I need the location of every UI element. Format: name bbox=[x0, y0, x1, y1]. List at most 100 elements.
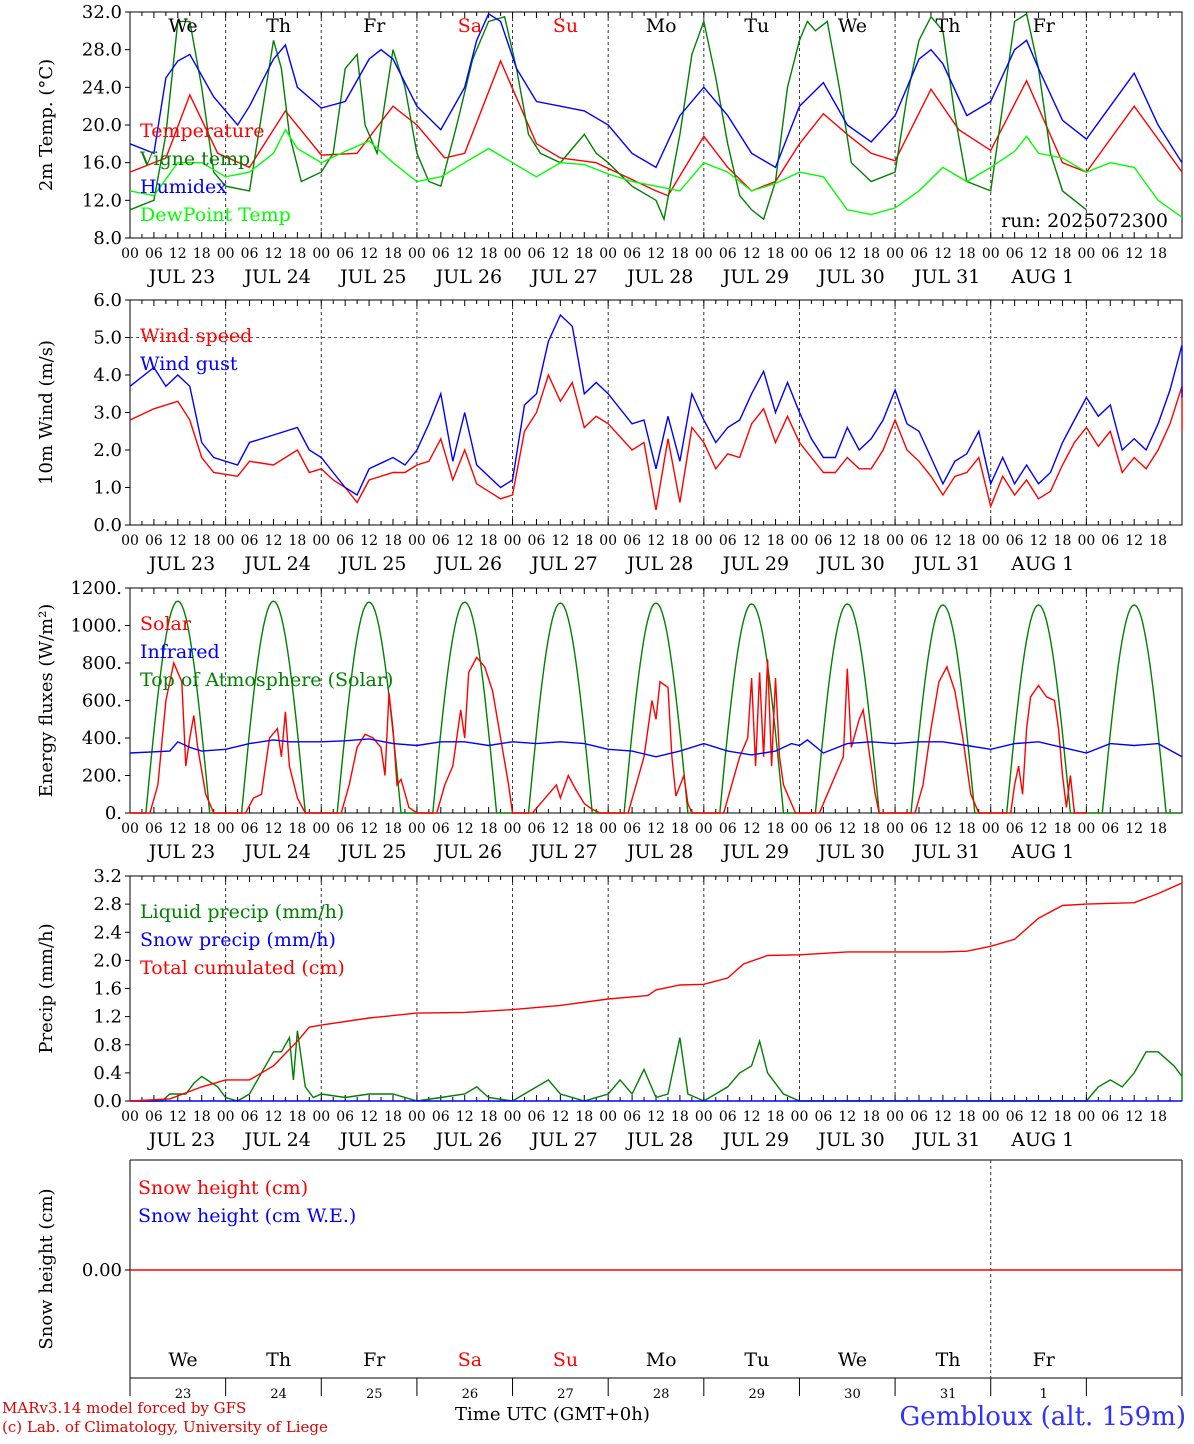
hour-tick-label: 00 bbox=[121, 1109, 139, 1125]
legend-temperature: Temperature bbox=[140, 120, 264, 142]
hour-tick-label: 06 bbox=[336, 246, 354, 262]
y-tick-label: 200. bbox=[82, 766, 122, 787]
day-number-label: 26 bbox=[462, 1387, 479, 1402]
weekday-label: Th bbox=[936, 15, 961, 37]
y-tick-label: 0.0 bbox=[93, 515, 122, 536]
date-label: JUL 30 bbox=[816, 1129, 884, 1151]
weekday-label: Th bbox=[266, 1349, 291, 1371]
hour-tick-label: 12 bbox=[838, 246, 856, 262]
hour-tick-label: 12 bbox=[265, 821, 283, 837]
hour-tick-label: 18 bbox=[1149, 821, 1167, 837]
hour-tick-label: 18 bbox=[575, 533, 593, 549]
hour-tick-label: 00 bbox=[1077, 1109, 1095, 1125]
hour-tick-label: 18 bbox=[862, 533, 880, 549]
hour-tick-label: 06 bbox=[145, 1109, 163, 1125]
y-axis-label: Snow height (cm) bbox=[36, 1188, 57, 1349]
weekday-label: Su bbox=[553, 1349, 578, 1371]
date-label: JUL 26 bbox=[434, 553, 502, 575]
y-axis-label: 2m Temp. (°C) bbox=[36, 59, 57, 191]
weekday-label: Fr bbox=[1033, 15, 1056, 37]
hour-tick-label: 00 bbox=[1077, 821, 1095, 837]
hour-tick-label: 18 bbox=[1149, 1109, 1167, 1125]
hour-tick-label: 18 bbox=[384, 821, 402, 837]
hour-tick-label: 00 bbox=[121, 821, 139, 837]
hour-tick-label: 18 bbox=[384, 246, 402, 262]
hour-tick-label: 06 bbox=[910, 246, 928, 262]
y-tick-label: 800. bbox=[82, 653, 122, 674]
hour-tick-label: 00 bbox=[217, 533, 235, 549]
hour-tick-label: 00 bbox=[408, 1109, 426, 1125]
y-tick-label: 1.6 bbox=[93, 979, 122, 1000]
hour-tick-label: 12 bbox=[934, 821, 952, 837]
hour-tick-label: 00 bbox=[886, 533, 904, 549]
y-tick-label: 0.00 bbox=[82, 1260, 122, 1281]
date-label: JUL 26 bbox=[434, 841, 502, 863]
hour-tick-label: 00 bbox=[791, 246, 809, 262]
hour-tick-label: 00 bbox=[217, 1109, 235, 1125]
hour-tick-label: 12 bbox=[1125, 821, 1143, 837]
hour-tick-label: 00 bbox=[408, 533, 426, 549]
date-label: JUL 23 bbox=[147, 266, 215, 288]
legend-dewpoint-temp: DewPoint Temp bbox=[140, 204, 291, 226]
date-label: JUL 28 bbox=[625, 841, 693, 863]
y-tick-label: 1000. bbox=[70, 616, 122, 637]
weekday-row-top: We Th Fr Sa Su Mo Tu We Th Fr run: 2025072300 bbox=[168, 15, 1168, 232]
date-label: JUL 31 bbox=[912, 841, 980, 863]
date-label: JUL 28 bbox=[625, 1129, 693, 1151]
y-tick-label: 0.0 bbox=[93, 1091, 122, 1112]
y-tick-label: 0.8 bbox=[93, 1035, 122, 1056]
y-tick-label: 24.0 bbox=[82, 77, 122, 98]
hour-tick-label: 12 bbox=[551, 246, 569, 262]
hour-tick-label: 06 bbox=[145, 533, 163, 549]
hour-tick-label: 06 bbox=[623, 821, 641, 837]
hour-tick-label: 18 bbox=[288, 821, 306, 837]
hour-tick-label: 18 bbox=[1054, 246, 1072, 262]
hour-tick-label: 00 bbox=[408, 821, 426, 837]
y-tick-label: 0. bbox=[105, 803, 122, 824]
weekday-label: Th bbox=[266, 15, 291, 37]
time-axis-label: Time UTC (GMT+0h) bbox=[455, 1404, 650, 1425]
hour-tick-label: 06 bbox=[1101, 246, 1119, 262]
date-label: JUL 29 bbox=[721, 266, 789, 288]
hour-tick-label: 12 bbox=[934, 246, 952, 262]
hour-tick-label: 18 bbox=[1149, 533, 1167, 549]
legend-top-of-atmosphere-solar: Top of Atmosphere (Solar) bbox=[140, 669, 393, 691]
panel-3: 0. 200. 400. 600. 800. 1000. 1200. Energy fluxe… bbox=[36, 578, 1183, 824]
hour-tick-label: 18 bbox=[767, 246, 785, 262]
series-line-0 bbox=[129, 59, 1183, 197]
hour-tick-label: 12 bbox=[456, 821, 474, 837]
x-axis-2: 00 06 12 18 00 06 12 18 00 06 12 18 00 06 12 18 00 06 12 18… bbox=[121, 533, 1167, 575]
weekday-label: Su bbox=[553, 15, 578, 37]
hour-tick-label: 12 bbox=[551, 821, 569, 837]
hour-tick-label: 06 bbox=[336, 1109, 354, 1125]
hour-tick-label: 12 bbox=[838, 1109, 856, 1125]
day-number-label: 23 bbox=[175, 1387, 192, 1402]
hour-tick-label: 00 bbox=[121, 533, 139, 549]
date-label: JUL 25 bbox=[338, 553, 406, 575]
hour-tick-label: 12 bbox=[647, 1109, 665, 1125]
hour-tick-label: 12 bbox=[265, 1109, 283, 1125]
date-label: JUL 29 bbox=[721, 553, 789, 575]
hour-tick-label: 06 bbox=[528, 246, 546, 262]
hour-tick-label: 18 bbox=[288, 533, 306, 549]
y-tick-label: 20.0 bbox=[82, 115, 122, 136]
day-number-label: 1 bbox=[1040, 1387, 1048, 1402]
date-label: JUL 30 bbox=[816, 266, 884, 288]
hour-tick-label: 00 bbox=[791, 1109, 809, 1125]
hour-tick-label: 06 bbox=[336, 533, 354, 549]
hour-tick-label: 06 bbox=[623, 533, 641, 549]
hour-tick-label: 12 bbox=[360, 246, 378, 262]
hour-tick-label: 18 bbox=[575, 1109, 593, 1125]
hour-tick-label: 12 bbox=[169, 1109, 187, 1125]
hour-tick-label: 18 bbox=[480, 1109, 498, 1125]
hour-tick-label: 18 bbox=[193, 533, 211, 549]
hour-tick-label: 12 bbox=[838, 533, 856, 549]
y-tick-label: 4.0 bbox=[93, 365, 122, 386]
hour-tick-label: 12 bbox=[1125, 533, 1143, 549]
series-line-2 bbox=[129, 12, 1183, 169]
y-tick-label: 3.0 bbox=[93, 403, 122, 424]
weekday-label: We bbox=[838, 1349, 867, 1371]
date-label: JUL 25 bbox=[338, 266, 406, 288]
hour-tick-label: 12 bbox=[265, 246, 283, 262]
